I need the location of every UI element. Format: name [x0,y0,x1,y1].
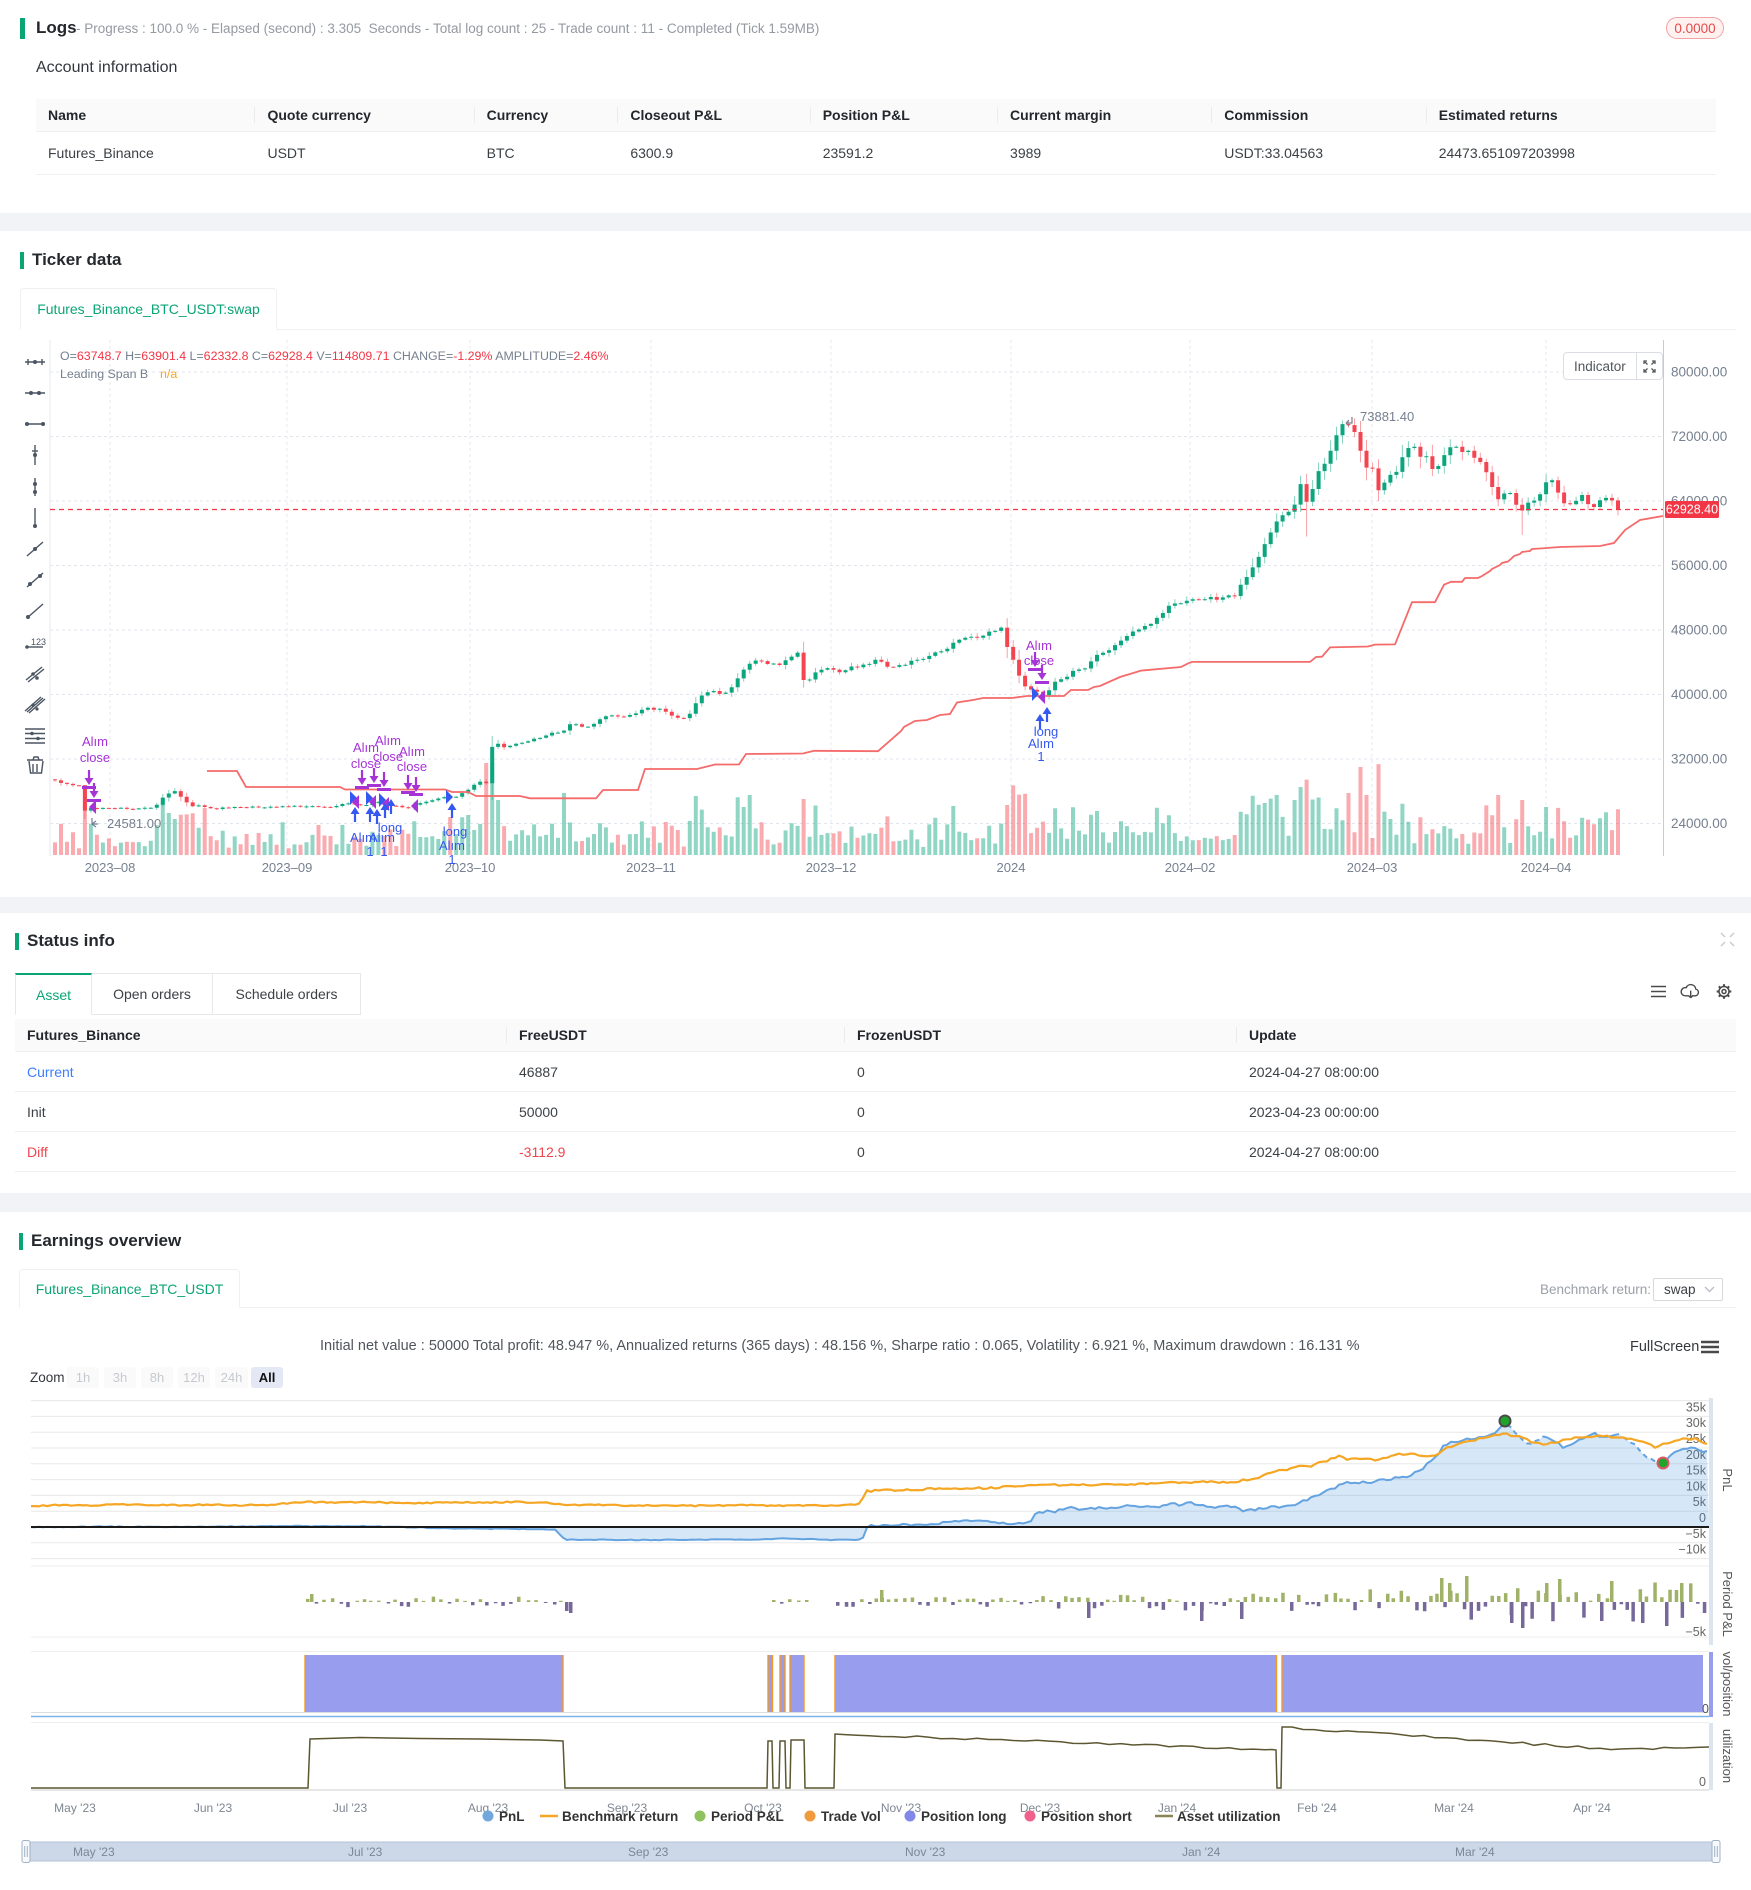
svg-text:Mar '24: Mar '24 [1455,1845,1495,1859]
svg-text:Nov '23: Nov '23 [881,1801,922,1815]
svg-text:1: 1 [1037,749,1044,764]
svg-text:2023–11: 2023–11 [626,860,676,875]
svg-text:long: long [443,824,468,839]
svg-text:Jan '24: Jan '24 [1158,1801,1197,1815]
svg-text:close: close [351,756,381,771]
svg-text:Position long: Position long [921,1809,1007,1824]
svg-text:Period P&L: Period P&L [711,1809,784,1824]
svg-text:Alım: Alım [375,733,401,748]
svg-text:Nov '23: Nov '23 [905,1845,946,1859]
svg-text:Alım: Alım [439,838,465,853]
svg-text:Jul '23: Jul '23 [333,1801,368,1815]
svg-text:5k: 5k [1693,1495,1707,1509]
svg-text:Jul '23: Jul '23 [348,1845,383,1859]
svg-text:PnL: PnL [499,1809,525,1824]
svg-text:2024–02: 2024–02 [1165,860,1216,875]
svg-text:long: long [378,820,403,835]
svg-text:0: 0 [1699,1775,1706,1789]
svg-text:Oct '23: Oct '23 [744,1801,782,1815]
svg-text:32000.00: 32000.00 [1671,752,1727,767]
svg-text:15k: 15k [1686,1464,1707,1478]
svg-text:−5k: −5k [1685,1527,1706,1541]
svg-text:vol/position: vol/position [1720,1651,1735,1716]
svg-text:Jan '24: Jan '24 [1182,1845,1221,1859]
svg-text:Sep '23: Sep '23 [628,1845,669,1859]
svg-text:40000.00: 40000.00 [1671,687,1727,702]
svg-text:PnL: PnL [1720,1468,1735,1491]
svg-text:24000.00: 24000.00 [1671,816,1727,831]
svg-text:Alım: Alım [353,740,379,755]
svg-text:O=63748.7 H=63901.4 L=62332.8: O=63748.7 H=63901.4 L=62332.8 C=62928.4 … [60,349,609,363]
svg-text:2023–12: 2023–12 [806,860,857,875]
svg-text:2024–04: 2024–04 [1521,860,1572,875]
svg-text:24581.00: 24581.00 [107,816,161,831]
svg-text:Benchmark return: Benchmark return [562,1809,678,1824]
svg-text:30k: 30k [1686,1416,1707,1430]
svg-text:Alım: Alım [399,744,425,759]
svg-text:72000.00: 72000.00 [1671,429,1727,444]
svg-text:Trade Vol: Trade Vol [821,1809,881,1824]
svg-text:2023–09: 2023–09 [262,860,313,875]
svg-text:−5k: −5k [1685,1625,1706,1639]
svg-text:62928.40: 62928.40 [1666,503,1718,517]
svg-text:2024: 2024 [997,860,1026,875]
svg-text:1: 1 [366,844,373,859]
svg-text:Aug '23: Aug '23 [468,1801,509,1815]
svg-text:2023–10: 2023–10 [445,860,496,875]
svg-text:10k: 10k [1686,1479,1707,1493]
svg-text:n/a: n/a [160,367,177,381]
svg-text:Alım: Alım [1028,736,1054,751]
svg-text:35k: 35k [1686,1400,1707,1414]
svg-text:1: 1 [380,844,387,859]
svg-text:48000.00: 48000.00 [1671,623,1727,638]
svg-text:56000.00: 56000.00 [1671,558,1727,573]
svg-text:Alım: Alım [369,830,395,845]
svg-text:Period P&L: Period P&L [1720,1571,1735,1637]
svg-text:2023–08: 2023–08 [85,860,136,875]
svg-text:80000.00: 80000.00 [1671,365,1727,380]
svg-text:Alım: Alım [82,734,108,749]
svg-text:1: 1 [448,852,455,867]
svg-text:0: 0 [1702,1702,1709,1716]
svg-text:close: close [80,750,110,765]
svg-text:Alım: Alım [1026,638,1052,653]
svg-text:73881.40: 73881.40 [1360,409,1414,424]
svg-text:Asset utilization: Asset utilization [1177,1809,1281,1824]
svg-text:Apr '24: Apr '24 [1573,1801,1611,1815]
svg-text:2024–03: 2024–03 [1347,860,1398,875]
svg-text:close: close [373,749,403,764]
svg-text:−10k: −10k [1679,1543,1707,1557]
svg-text:Alım: Alım [350,830,376,845]
svg-text:May '23: May '23 [54,1801,96,1815]
svg-text:close: close [397,759,427,774]
svg-text:utilization: utilization [1720,1729,1735,1783]
svg-text:Feb '24: Feb '24 [1297,1801,1337,1815]
svg-text:Position short: Position short [1041,1809,1132,1824]
svg-text:Leading Span B: Leading Span B [60,367,148,381]
svg-text:long: long [1034,724,1059,739]
svg-text:0: 0 [1699,1511,1706,1525]
svg-text:Mar '24: Mar '24 [1434,1801,1474,1815]
svg-text:May '23: May '23 [73,1845,115,1859]
svg-text:Jun '23: Jun '23 [194,1801,233,1815]
svg-text:123: 123 [31,637,46,647]
svg-text:Sep '23: Sep '23 [607,1801,648,1815]
